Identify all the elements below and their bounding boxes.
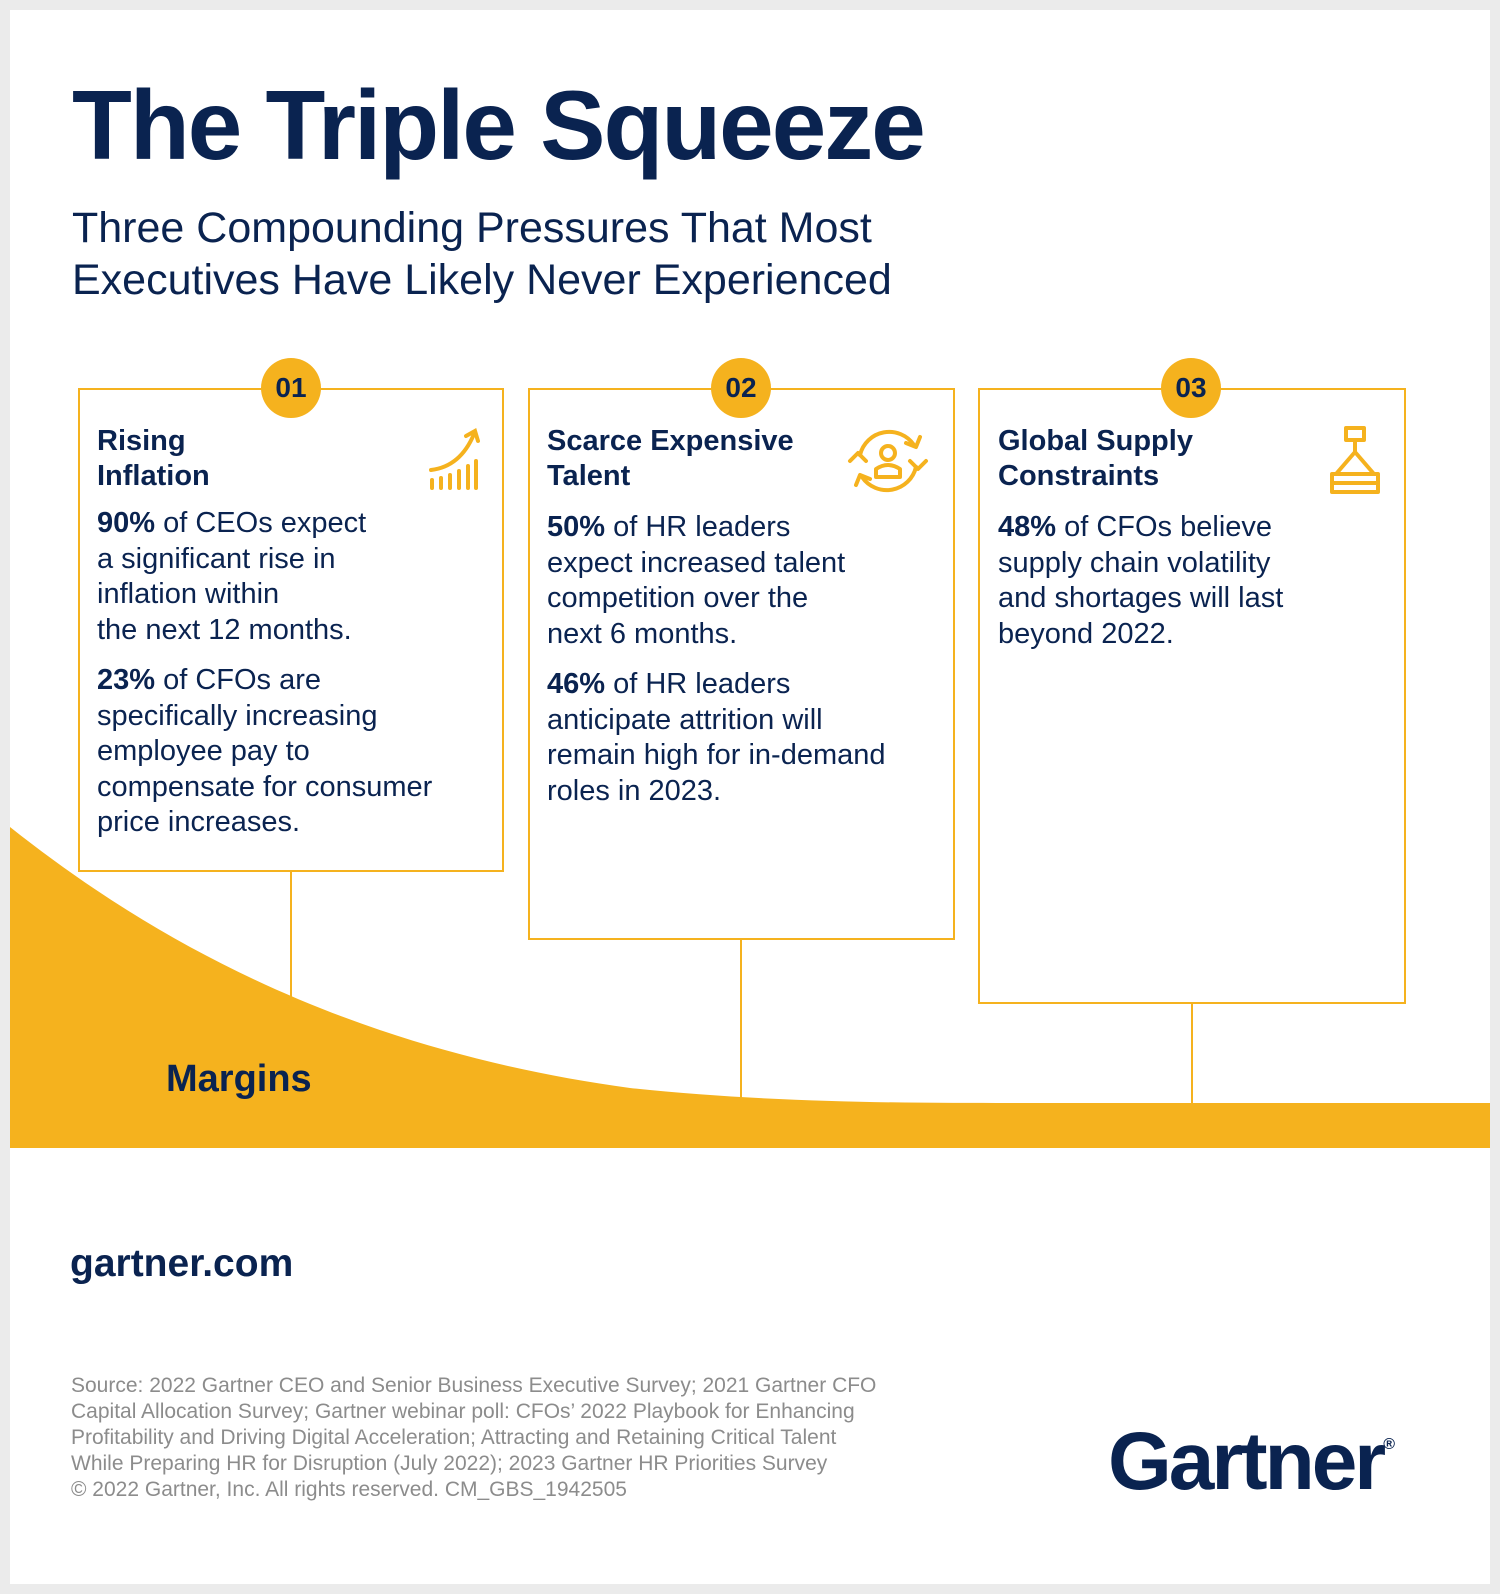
pressure-title-01: Rising Inflation xyxy=(97,425,210,492)
source-footnote: Source: 2022 Gartner CEO and Senior Busi… xyxy=(71,1374,877,1501)
stat-02a: 50% of HR leaders expect increased talen… xyxy=(547,511,846,650)
pressure-number-badge-01: 01 xyxy=(261,358,321,418)
margins-label: Margins xyxy=(166,1058,312,1100)
stem-03 xyxy=(1191,1002,1193,1103)
stat-value: 23% xyxy=(97,664,156,696)
stat-value: 48% xyxy=(998,511,1057,543)
stem-01 xyxy=(290,870,292,1020)
stat-03a: 48% of CFOs believe supply chain volatil… xyxy=(998,511,1284,650)
infographic-card: The Triple Squeeze Three Compounding Pre… xyxy=(10,10,1490,1584)
page-title: The Triple Squeeze xyxy=(72,70,926,180)
subtitle-line-2: Executives Have Likely Never Experienced xyxy=(72,256,892,304)
pressure-title-02: Scarce Expensive Talent xyxy=(547,425,794,492)
pressure-title-03: Global Supply Constraints xyxy=(998,425,1193,492)
page-subtitle: Three Compounding Pressures That Most Ex… xyxy=(72,202,892,306)
website-link[interactable]: gartner.com xyxy=(70,1242,294,1285)
stat-value: 46% xyxy=(547,668,606,700)
stem-02 xyxy=(740,938,742,1103)
rising-chart-icon xyxy=(428,428,480,499)
stat-value: 50% xyxy=(547,511,606,543)
gartner-logo: Gartner® xyxy=(1108,1416,1396,1507)
stat-02b: 46% of HR leaders anticipate attrition w… xyxy=(547,668,886,807)
subtitle-line-1: Three Compounding Pressures That Most xyxy=(72,204,872,252)
stat-value: 90% xyxy=(97,507,156,539)
margins-curve xyxy=(10,827,1490,1148)
pressure-number-badge-03: 03 xyxy=(1161,358,1221,418)
crane-hook-icon xyxy=(1328,424,1384,503)
pressure-number-badge-02: 02 xyxy=(711,358,771,418)
talent-cycle-icon xyxy=(846,423,930,504)
stat-01a: 90% of CEOs expect a significant rise in… xyxy=(97,507,367,646)
stat-01b: 23% of CFOs are specifically increasing … xyxy=(97,664,433,838)
